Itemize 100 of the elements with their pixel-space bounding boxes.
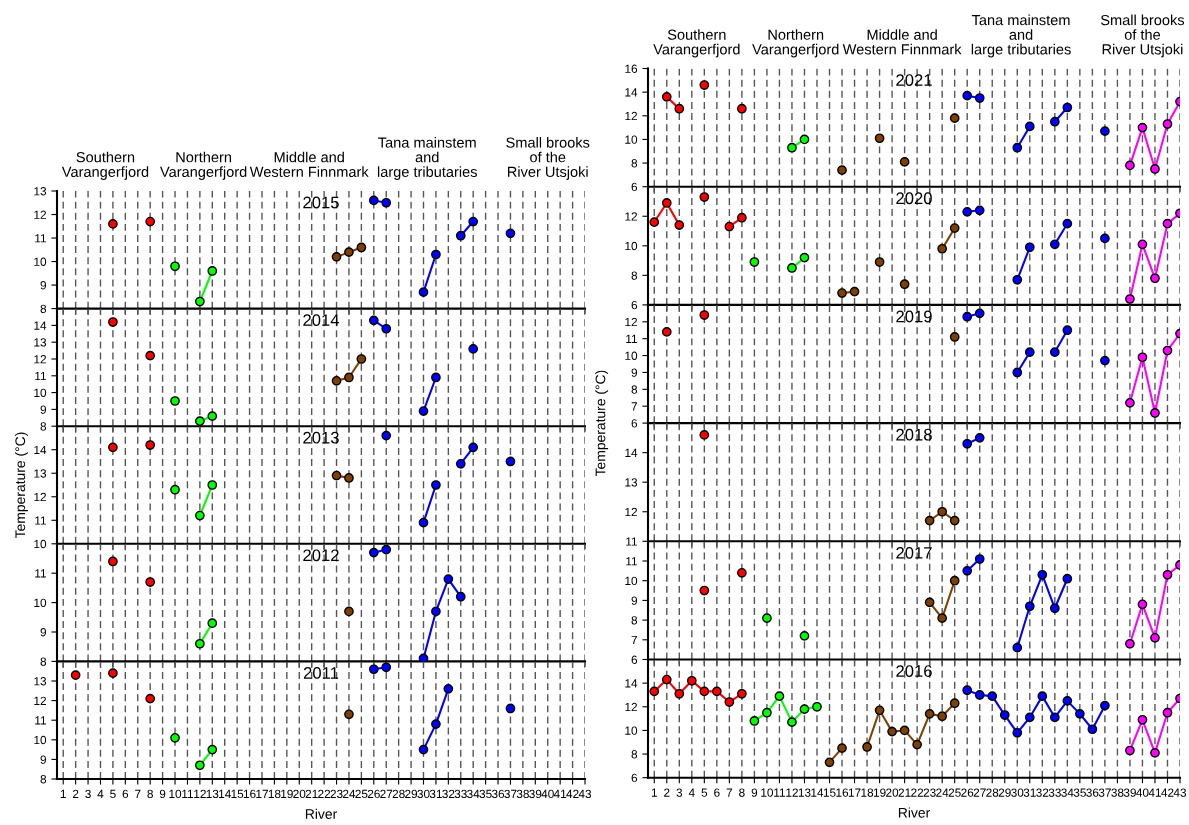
point bbox=[207, 411, 218, 421]
point bbox=[699, 585, 710, 596]
point bbox=[974, 93, 985, 103]
point bbox=[1162, 707, 1173, 718]
y-tick-label: 8 bbox=[631, 271, 638, 280]
point bbox=[1037, 569, 1048, 580]
point bbox=[170, 396, 180, 406]
x-tick-label: 38 bbox=[1111, 788, 1124, 797]
text: Small brooks of the River Utsjoki bbox=[1100, 14, 1185, 58]
chart-title: 2016 bbox=[896, 665, 932, 677]
chart-title: 2018 bbox=[896, 428, 932, 441]
point bbox=[455, 230, 466, 241]
point bbox=[737, 103, 747, 114]
y-tick-label: 8 bbox=[40, 775, 47, 784]
y-tick-label: 6 bbox=[631, 300, 638, 310]
text: Northern Varangerfjord bbox=[752, 29, 839, 58]
x-tick-label: 13 bbox=[206, 789, 219, 799]
point bbox=[1150, 748, 1160, 758]
x-tick-label: 24 bbox=[342, 789, 356, 798]
y-tick-label: 9 bbox=[40, 628, 47, 637]
y-tick-label: 12 bbox=[625, 111, 637, 121]
point bbox=[937, 243, 948, 254]
y-tick-label: 9 bbox=[40, 755, 47, 764]
point bbox=[368, 664, 379, 675]
x-tick-label: 12 bbox=[786, 788, 798, 797]
point bbox=[1024, 242, 1035, 253]
point bbox=[1049, 603, 1060, 614]
point bbox=[145, 577, 156, 587]
y-tick-label: 8 bbox=[631, 750, 638, 759]
text: Southern Varangerfjord bbox=[61, 151, 149, 180]
x-tick-label: 3 bbox=[676, 788, 683, 797]
point bbox=[774, 691, 785, 702]
x-tick-label: 39 bbox=[529, 789, 542, 799]
y-tick-label: 11 bbox=[626, 334, 638, 343]
y-tick-label: 10 bbox=[34, 539, 47, 549]
point bbox=[661, 198, 672, 208]
point bbox=[108, 556, 118, 567]
point bbox=[949, 223, 960, 233]
point bbox=[170, 732, 180, 743]
y-tick-label: 9 bbox=[631, 596, 638, 605]
point bbox=[1137, 714, 1148, 725]
x-tick-label: 23 bbox=[330, 789, 343, 799]
y-tick-label: 10 bbox=[625, 135, 638, 144]
y-tick-label: 14 bbox=[625, 88, 638, 97]
point bbox=[1162, 569, 1173, 580]
point bbox=[787, 263, 797, 273]
x-tick-label: 20 bbox=[886, 788, 899, 797]
point bbox=[368, 547, 379, 558]
y-tick-label: 14 bbox=[34, 321, 47, 330]
point bbox=[661, 92, 672, 102]
y-tick-label: 10 bbox=[34, 257, 47, 266]
y-tick-label: 11 bbox=[35, 569, 47, 578]
x-tick-label: 34 bbox=[1061, 788, 1074, 797]
y-tick-label: 9 bbox=[631, 368, 638, 377]
point bbox=[724, 697, 735, 707]
point bbox=[899, 279, 910, 290]
point bbox=[431, 606, 441, 617]
point bbox=[195, 510, 205, 521]
point bbox=[1049, 347, 1060, 358]
x-tick-label: 11 bbox=[774, 788, 785, 797]
point bbox=[962, 438, 973, 449]
point bbox=[356, 242, 367, 253]
x-tick-label: 31 bbox=[429, 789, 442, 799]
x-tick-label: 27 bbox=[380, 789, 393, 798]
y-tick-label: 13 bbox=[34, 187, 47, 196]
point bbox=[711, 686, 722, 697]
point bbox=[195, 416, 205, 427]
point bbox=[649, 686, 660, 697]
x-tick-label: 12 bbox=[194, 789, 206, 798]
point bbox=[1049, 712, 1060, 723]
x-tick-label: 41 bbox=[553, 789, 567, 798]
x-tick-label: 16 bbox=[243, 789, 256, 799]
x-tick-label: 19 bbox=[873, 788, 886, 797]
x-tick-label: 5 bbox=[701, 788, 708, 797]
point bbox=[749, 716, 760, 726]
y-tick-label: 8 bbox=[631, 385, 638, 394]
point bbox=[962, 206, 973, 217]
text: Small brooks of the River Utsjoki bbox=[506, 136, 590, 180]
y-tick-label: 6 bbox=[631, 419, 638, 428]
point bbox=[1137, 599, 1148, 610]
y-tick-label: 13 bbox=[34, 677, 47, 686]
chart-title: 2015 bbox=[303, 196, 339, 209]
point bbox=[1037, 691, 1048, 702]
point bbox=[949, 575, 960, 586]
point bbox=[949, 332, 960, 342]
point bbox=[418, 517, 429, 528]
y-axis-title: Temperature (°C) bbox=[14, 432, 28, 539]
point bbox=[170, 484, 180, 495]
y-tick-label: 12 bbox=[625, 212, 637, 221]
point bbox=[874, 705, 885, 716]
x-tick-label: 4 bbox=[688, 788, 695, 797]
point bbox=[862, 742, 872, 752]
x-tick-label: 42 bbox=[1161, 788, 1174, 797]
y-tick-label: 11 bbox=[35, 234, 47, 243]
point bbox=[344, 247, 354, 258]
y-tick-label: 8 bbox=[40, 304, 47, 313]
y-tick-label: 10 bbox=[34, 598, 47, 607]
point bbox=[195, 760, 205, 771]
x-tick-label: 15 bbox=[823, 788, 836, 797]
point bbox=[699, 310, 710, 320]
